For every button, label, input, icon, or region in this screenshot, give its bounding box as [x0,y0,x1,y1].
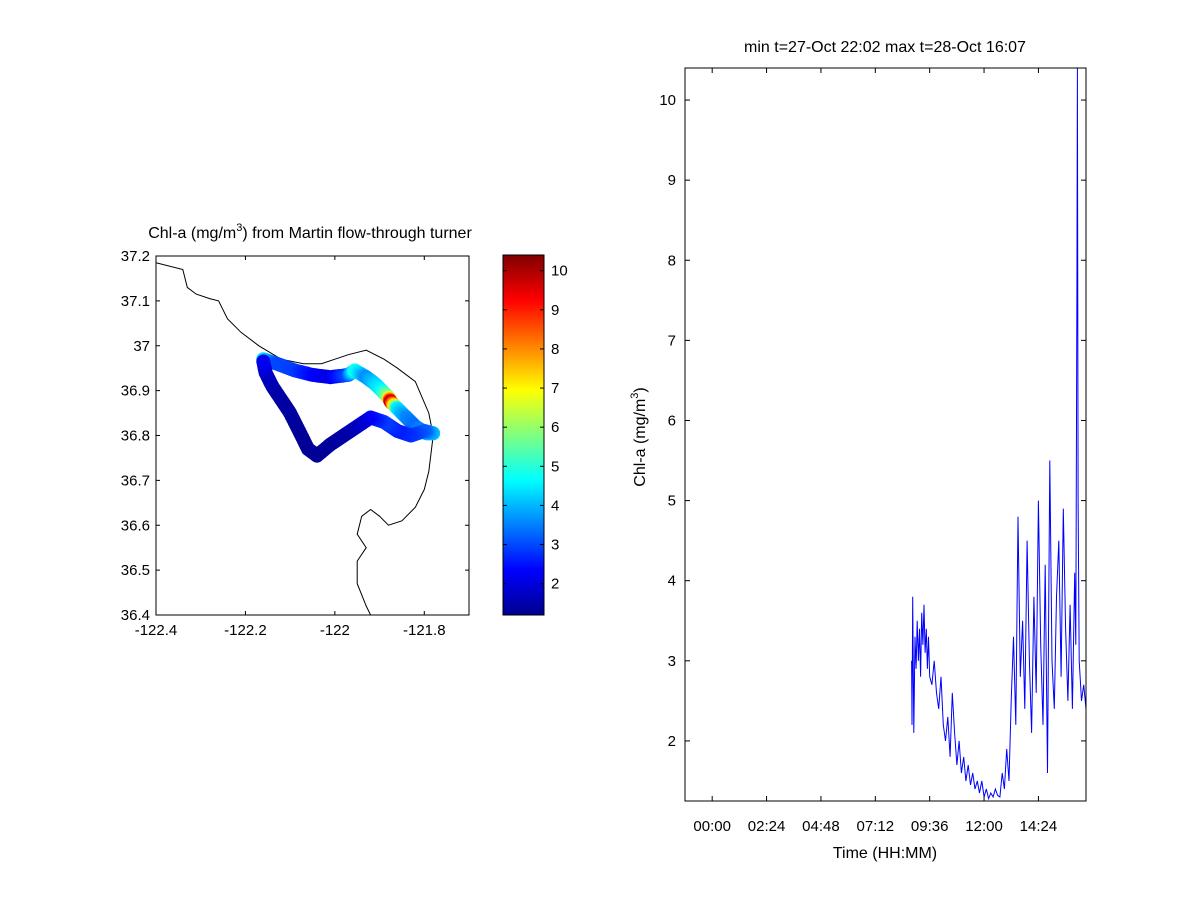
ts-ytick-label: 3 [668,653,676,670]
ts-xtick-label: 12:00 [965,818,1003,835]
ts-ytick-label: 7 [668,332,676,349]
colorbar-tick-label: 4 [551,497,559,514]
chl-series-line [911,68,1086,801]
map-title: Chl-a (mg/m3) from Martin flow-through t… [148,222,472,242]
ts-ytick-label: 2 [668,733,676,750]
colorbar-tick-label: 6 [551,419,559,436]
timeseries-panel: min t=27-Oct 22:02 max t=28-Oct 16:07 00… [629,39,1087,862]
timeseries-plot-area [911,68,1086,801]
ts-xtick-label: 09:36 [911,818,949,835]
map-plot-area [156,262,441,615]
map-ytick-label: 36.9 [121,383,150,400]
ts-ytick-label: 10 [659,92,676,109]
map-ticks: -122.4 -122.2 -122 -121.8 36.4 36.5 36.6 36.7 36… [121,248,469,639]
colorbar-tick-label: 9 [551,302,559,319]
colorbar-gradient [502,254,545,616]
map-ytick-label: 36.6 [121,517,150,534]
timeseries-title: min t=27-Oct 22:02 max t=28-Oct 16:07 [744,39,1026,56]
map-panel: Chl-a (mg/m3) from Martin flow-through t… [121,222,473,639]
map-ytick-label: 36.5 [121,562,150,579]
ts-ytick-label: 8 [668,252,676,269]
timeseries-ticks: 00:00 02:24 04:48 07:12 09:36 12:00 14:24 2 3 4 5 6… [659,68,1086,835]
colorbar-tick-label: 8 [551,341,559,358]
colorbar-tick-label: 7 [551,380,559,397]
map-ytick-label: 37.1 [121,293,150,310]
colorbar-ticks: 2 3 4 5 6 7 8 9 10 [503,263,568,593]
track-point [256,354,271,369]
map-xtick-label: -122.2 [224,622,267,639]
ts-xtick-label: 04:48 [802,818,840,835]
ts-xtick-label: 00:00 [693,818,731,835]
ts-xtick-label: 02:24 [748,818,786,835]
map-ytick-label: 36.7 [121,472,150,489]
colorbar-tick-label: 3 [551,537,559,554]
map-xtick-label: -121.8 [403,622,446,639]
map-ytick-label: 36.4 [121,607,150,624]
ts-ytick-label: 4 [668,573,676,590]
timeseries-ylabel: Chl-a (mg/m3) [629,387,649,486]
map-ytick-label: 37 [133,338,150,355]
colorbar-tick-label: 10 [551,263,568,280]
map-ytick-label: 37.2 [121,248,150,265]
ts-xtick-label: 07:12 [857,818,895,835]
ts-ytick-label: 5 [668,493,676,510]
ts-xtick-label: 14:24 [1020,818,1058,835]
ts-ytick-label: 9 [668,172,676,189]
colorbar-tick-label: 2 [551,576,559,593]
coastline [156,262,434,615]
colorbar-tick-label: 5 [551,458,559,475]
colorbar: 2 3 4 5 6 7 8 9 10 [502,254,568,616]
timeseries-xlabel: Time (HH:MM) [833,845,937,862]
map-xtick-label: -122 [320,622,350,639]
ts-ytick-label: 6 [668,412,676,429]
timeseries-axes-box [684,67,1087,802]
map-xtick-label: -122.4 [135,622,178,639]
map-ytick-label: 36.8 [121,428,150,445]
